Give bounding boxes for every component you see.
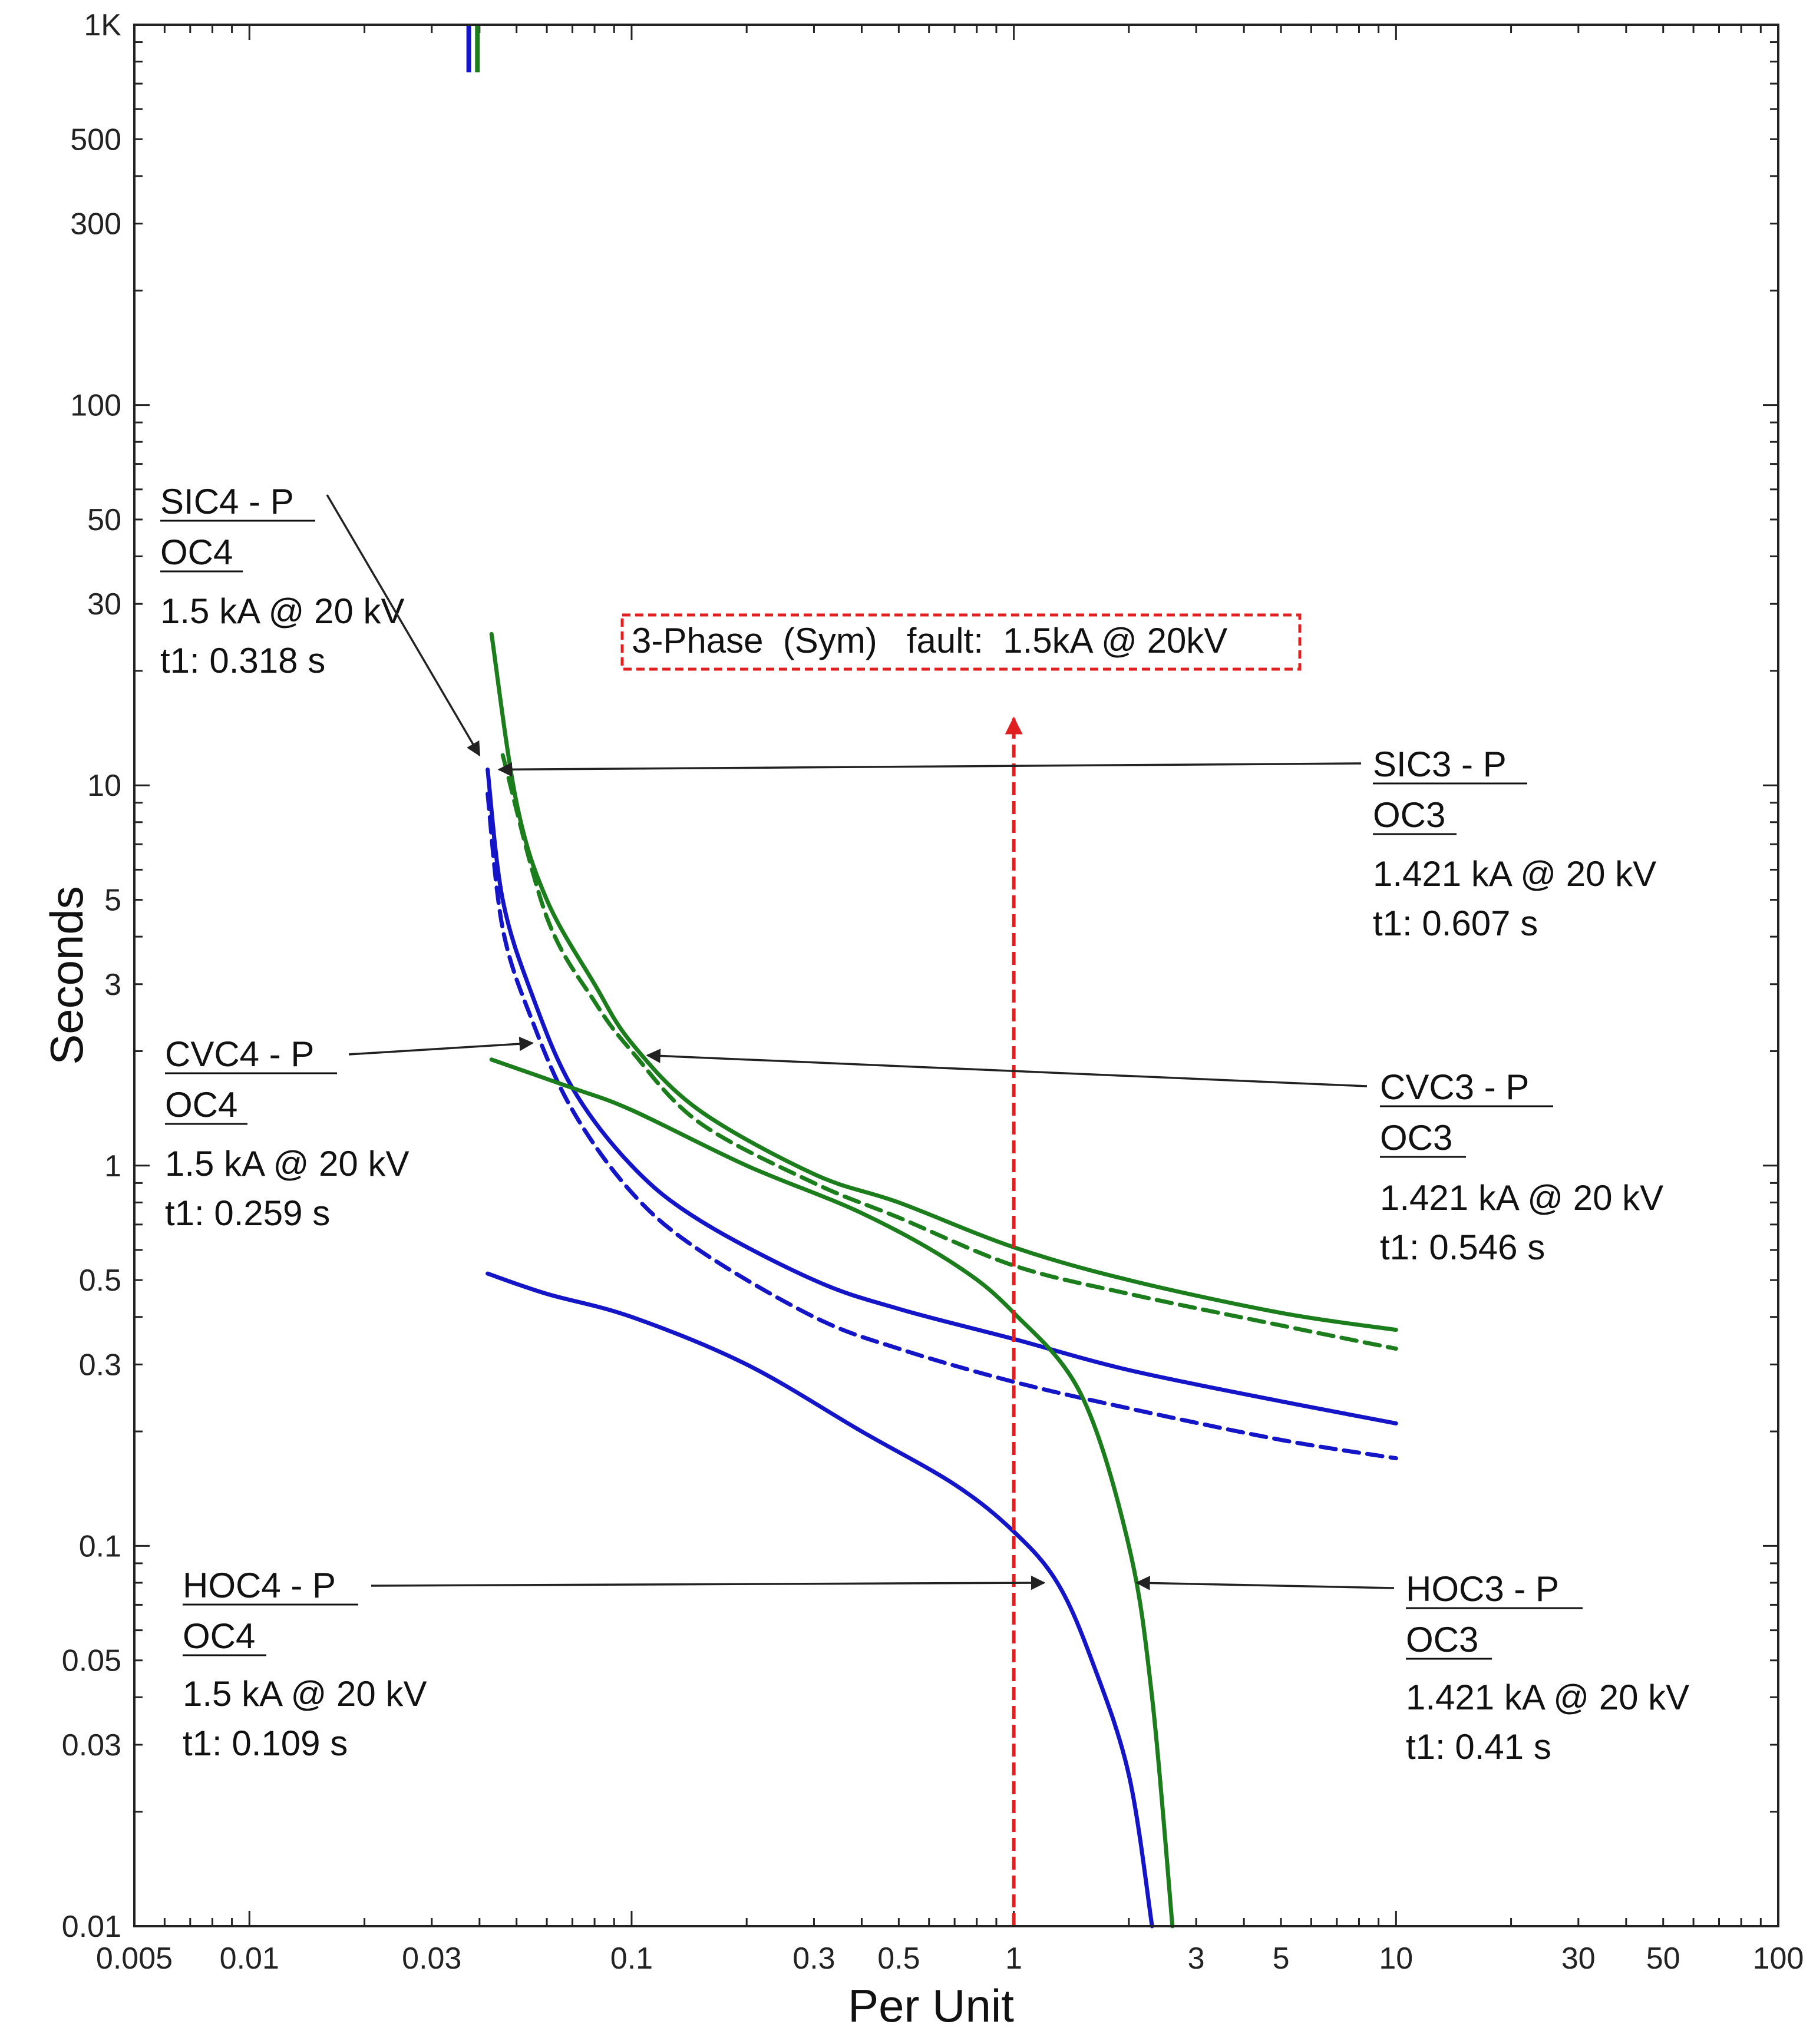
annotation-relay: OC3	[1406, 1620, 1478, 1659]
y-tick-label: 0.1	[79, 1529, 121, 1563]
y-tick-label: 0.05	[62, 1644, 121, 1678]
annotation-time: t1: 0.546 s	[1380, 1228, 1545, 1267]
y-tick-label: 100	[70, 389, 121, 423]
x-tick-label: 0.005	[96, 1942, 173, 1976]
fault-box-label: 3-Phase (Sym) fault: 1.5kA @ 20kV	[632, 621, 1227, 660]
x-tick-label: 0.03	[402, 1942, 461, 1976]
curve-cvc3	[500, 753, 1398, 1351]
y-tick-label: 10	[87, 769, 121, 803]
x-axis-title: Per Unit	[848, 1980, 1014, 2032]
arrow-sic3	[497, 762, 1362, 777]
y-axis-title: Seconds	[41, 886, 93, 1065]
x-tick-label: 30	[1561, 1942, 1596, 1976]
y-axis-ticks: 1K 500 300 100 50 30 10 5 3 1 0.5 0.3 0.1 0.05 0.03 0.0…	[62, 8, 122, 1944]
annotation-relay: OC4	[183, 1616, 255, 1656]
x-tick-label: 5	[1273, 1942, 1290, 1976]
annotation-cvc3: CVC3 - P OC3 1.421 kA @ 20 kV t1: 0.546 …	[1380, 1067, 1663, 1267]
annotation-current: 1.5 kA @ 20 kV	[165, 1144, 409, 1183]
fault-box-border	[620, 613, 1302, 671]
annotation-hoc4: HOC4 - P OC4 1.5 kA @ 20 kV t1: 0.109 s	[183, 1566, 427, 1763]
annotation-relay: OC3	[1380, 1118, 1452, 1157]
y-tick-label: 1	[104, 1149, 121, 1183]
annotation-time: t1: 0.109 s	[183, 1724, 348, 1763]
x-axis-ticks: 0.005 0.01 0.03 0.1 0.3 0.5 1 3 5 10 30 50 100	[96, 1942, 1804, 1976]
annotation-title: CVC4 - P	[165, 1034, 314, 1074]
curve-hoc4	[486, 1271, 1154, 1929]
curves	[486, 631, 1398, 1929]
curve-cvc4	[486, 792, 1398, 1461]
x-tick-label: 0.3	[792, 1942, 835, 1976]
arrow-hoc3	[1135, 1576, 1395, 1590]
annotation-relay: OC4	[160, 533, 233, 572]
annotation-relay: OC3	[1373, 795, 1445, 835]
x-tick-label: 0.1	[610, 1942, 653, 1976]
annotation-title: SIC4 - P	[160, 482, 294, 521]
x-tick-label: 0.5	[877, 1942, 920, 1976]
y-tick-label: 0.5	[79, 1264, 121, 1298]
arrow-sic4	[326, 494, 481, 757]
y-tick-label: 300	[70, 207, 121, 242]
annotation-current: 1.421 kA @ 20 kV	[1373, 854, 1656, 894]
annotation-current: 1.421 kA @ 20 kV	[1380, 1178, 1663, 1218]
y-tick-label: 1K	[84, 8, 121, 42]
y-tick-label: 5	[104, 884, 121, 918]
arrow-hoc4	[371, 1575, 1046, 1590]
annotation-title: SIC3 - P	[1373, 745, 1507, 784]
annotation-title: CVC3 - P	[1380, 1067, 1529, 1107]
y-tick-label: 3	[104, 968, 121, 1002]
annotation-time: t1: 0.259 s	[165, 1193, 330, 1233]
annotation-current: 1.5 kA @ 20 kV	[160, 591, 404, 631]
annotation-time: t1: 0.318 s	[160, 641, 325, 680]
fault-box: 3-Phase (Sym) fault: 1.5kA @ 20kV	[620, 613, 1302, 671]
annotation-time: t1: 0.607 s	[1373, 904, 1538, 943]
arrow-cvc4	[348, 1036, 534, 1056]
annotation-hoc3: HOC3 - P OC3 1.421 kA @ 20 kV t1: 0.41 s	[1406, 1569, 1689, 1767]
arrow-cvc3	[646, 1049, 1368, 1087]
annotation-relay: OC4	[165, 1085, 237, 1124]
y-tick-label: 0.03	[62, 1728, 121, 1762]
annotation-sic4: SIC4 - P OC4 1.5 kA @ 20 kV t1: 0.318 s	[160, 482, 404, 680]
y-tick-label: 0.01	[62, 1910, 121, 1944]
x-tick-label: 3	[1188, 1942, 1205, 1976]
annotation-title: HOC4 - P	[183, 1566, 336, 1605]
x-tick-label: 100	[1753, 1942, 1804, 1976]
plot-frame	[133, 24, 1779, 1927]
upper-lines	[466, 25, 480, 72]
x-tick-label: 50	[1646, 1942, 1680, 1976]
y-tick-label: 500	[70, 123, 121, 157]
y-tick-label: 0.3	[79, 1348, 121, 1382]
annotation-time: t1: 0.41 s	[1406, 1727, 1551, 1767]
annotation-current: 1.421 kA @ 20 kV	[1406, 1678, 1689, 1717]
y-tick-label: 50	[87, 503, 121, 537]
y-tick-label: 30	[87, 587, 121, 621]
curve-sic4	[486, 768, 1398, 1425]
x-tick-label: 1	[1005, 1942, 1022, 1976]
annotation-current: 1.5 kA @ 20 kV	[183, 1674, 427, 1714]
annotation-cvc4: CVC4 - P OC4 1.5 kA @ 20 kV t1: 0.259 s	[165, 1034, 409, 1233]
curve-sic3	[489, 631, 1398, 1332]
annotation-arrows	[326, 494, 1395, 1590]
annotation-sic3: SIC3 - P OC3 1.421 kA @ 20 kV t1: 0.607 …	[1373, 745, 1656, 943]
x-tick-label: 0.01	[220, 1942, 279, 1976]
x-tick-label: 10	[1379, 1942, 1413, 1976]
curve-hoc3	[489, 1057, 1175, 1929]
annotation-title: HOC3 - P	[1406, 1569, 1559, 1609]
